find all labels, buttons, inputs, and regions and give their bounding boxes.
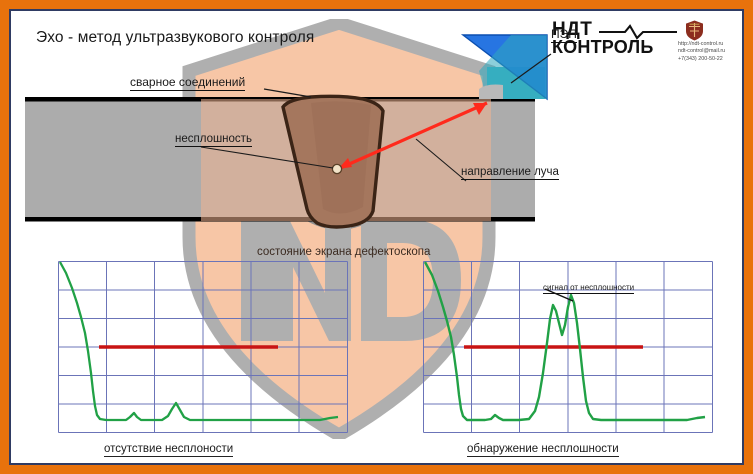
logo-website: http://ndt-control.ru xyxy=(678,41,724,47)
logo-contact-info: http://ndt-control.ru ndt-control@mail.r… xyxy=(678,41,725,63)
scope-right-trace xyxy=(423,261,706,422)
beam-arrow xyxy=(337,101,488,171)
diagram-canvas: Эхо - метод ультразвукового контроля НДТ… xyxy=(11,11,742,463)
caption-right-scope: обнаружение несплошности xyxy=(467,443,619,457)
scope-left xyxy=(58,261,348,433)
label-weld-joint: сварное соединений xyxy=(130,75,246,91)
label-probe: ПЭП xyxy=(551,27,577,43)
logo-email: ndt-control@mail.ru xyxy=(678,48,726,55)
probe-leader-line xyxy=(510,53,552,84)
page-title: Эхо - метод ультразвукового контроля xyxy=(36,29,315,46)
shield-emblem-icon xyxy=(686,20,703,41)
label-screen-state: состояние экрана дефектоскопа xyxy=(257,246,431,258)
weld-leader-line xyxy=(263,88,312,98)
company-logo: НДТ КОНТРОЛЬ http://ndt-control.ru ndt-c… xyxy=(552,19,728,77)
inner-navy-border xyxy=(9,9,744,465)
caption-left-scope: отсутствие несплоности xyxy=(104,443,234,457)
signal-annotation-leader xyxy=(544,288,574,302)
beam-direction-leader-line xyxy=(415,138,467,182)
specimen-diagram xyxy=(25,34,552,229)
scope-right xyxy=(423,261,713,433)
logo-line-kontrol: КОНТРОЛЬ xyxy=(552,37,654,57)
discontinuity-point xyxy=(331,163,343,175)
label-discontinuity: несплошность xyxy=(175,133,252,147)
waveform-icon xyxy=(599,24,677,40)
scope-left-trace xyxy=(58,261,339,422)
logo-wordmark: НДТ КОНТРОЛЬ xyxy=(552,19,662,57)
logo-phone: +7(343) 200-50-22 xyxy=(678,55,723,62)
discontinuity-leader-line xyxy=(200,146,334,169)
logo-line-ndt: НДТ xyxy=(552,19,593,40)
label-signal-from-discontinuity: сигнал от несплошности xyxy=(543,283,635,294)
label-beam-direction: направление луча xyxy=(461,166,559,180)
